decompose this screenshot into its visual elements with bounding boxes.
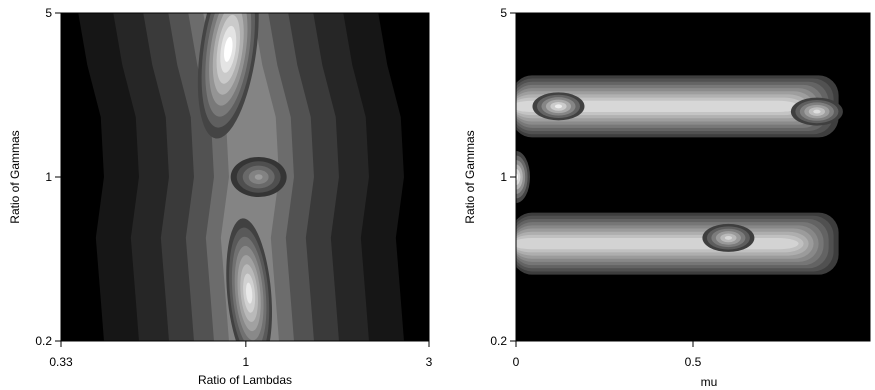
contour-fill-right <box>516 75 843 275</box>
contour-level <box>813 109 821 114</box>
plot-area-right <box>516 13 870 341</box>
contour-level <box>245 282 253 304</box>
contour-level <box>224 36 233 62</box>
contour-chart-mu: 0.215 0 0.5 mu Ratio of Gammas <box>463 6 871 389</box>
y-tick-label: 0.2 <box>35 334 52 348</box>
y-axis-right: 0.2 1 5 <box>490 6 516 348</box>
x-axis-label-left: Ratio of Lambdas <box>198 373 292 387</box>
y-axis-label-right: Ratio of Gammas <box>463 130 477 223</box>
y-axis-left: 0.2 1 5 <box>35 6 61 348</box>
x-axis-right: 0 0.5 <box>513 341 702 369</box>
y-tick-label: 1 <box>45 170 52 184</box>
y-axis-label-left: Ratio of Gammas <box>8 130 22 223</box>
x-axis-label-right: mu <box>701 375 718 389</box>
x-tick-label: 0.33 <box>49 355 73 369</box>
x-tick-label: 0.5 <box>685 355 702 369</box>
contour-level <box>516 238 799 250</box>
contour-level <box>254 174 263 180</box>
x-axis-left: 0.33 1 3 <box>49 341 433 369</box>
contour-level <box>724 235 733 240</box>
contour-fill-left <box>78 13 404 341</box>
contour-level <box>516 168 521 186</box>
x-tick-label: 0 <box>513 355 520 369</box>
y-tick-label: 5 <box>500 6 507 20</box>
x-tick-label: 3 <box>426 355 433 369</box>
contour-level <box>554 104 563 109</box>
y-tick-label: 5 <box>45 6 52 20</box>
x-tick-label: 1 <box>242 355 249 369</box>
y-tick-label: 1 <box>500 170 507 184</box>
contour-chart-lambdas: 0.2 1 5 0.33 1 3 Ratio of Lambdas Ratio of G… <box>8 6 433 387</box>
y-tick-label: 0.2 <box>490 334 507 348</box>
contour-level <box>516 100 799 112</box>
